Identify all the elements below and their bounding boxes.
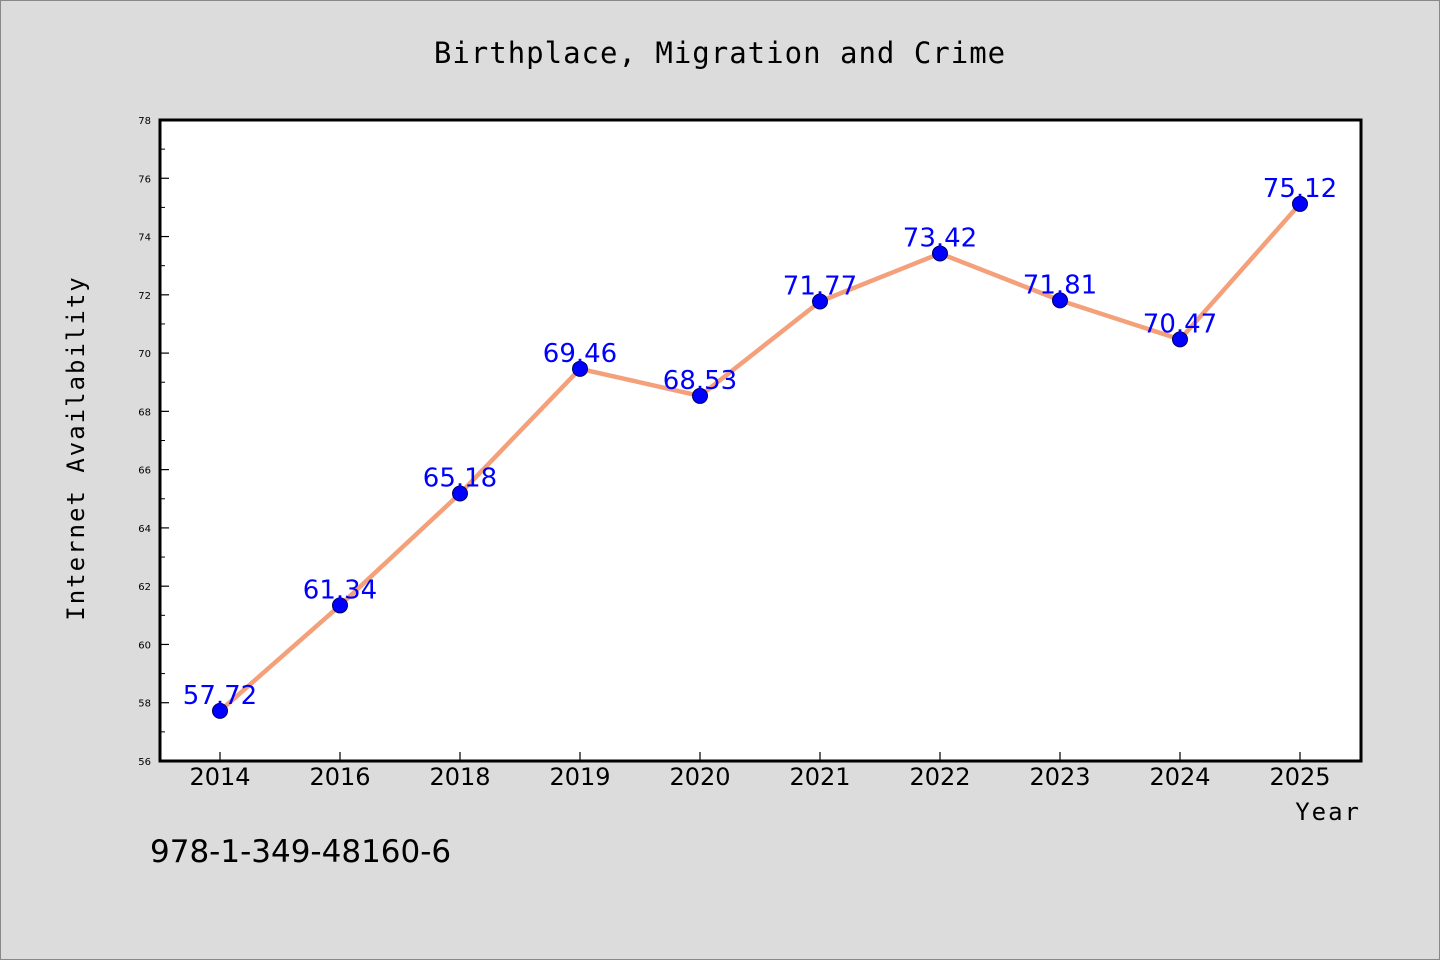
y-axis-title: Internet Availability [62,275,90,620]
data-label: 65.18 [423,464,497,494]
y-tick-label: 66 [138,466,151,477]
data-label: 70.47 [1143,309,1217,339]
data-label: 61.34 [303,575,377,605]
x-axis: 2014 2016 2018 2019 2020 2021 2022 2023 2024 2025 [189,752,1331,791]
data-label: 68.53 [663,366,737,396]
data-label: 57.72 [183,681,257,711]
x-tick-label: 2022 [909,763,970,791]
y-tick-label: 68 [138,407,151,418]
data-point [452,485,468,502]
x-tick-label: 2024 [1149,763,1210,791]
data-label: 71.81 [1023,270,1097,300]
data-point [1052,292,1068,309]
y-tick-label: 56 [138,757,151,768]
y-tick-label: 62 [138,582,151,593]
data-point [932,245,948,262]
y-tick-label: 70 [138,349,151,360]
y-tick-label: 78 [138,116,151,127]
x-tick-label: 2016 [309,763,370,791]
data-label: 69.46 [543,339,617,369]
data-point [1172,331,1188,348]
x-tick-label: 2019 [549,763,610,791]
x-tick-label: 2023 [1029,763,1090,791]
y-axis: 56 58 60 62 64 66 68 70 72 74 76 78 [138,116,169,768]
y-tick-label: 72 [138,291,151,302]
x-tick-label: 2021 [789,763,850,791]
series-line [218,202,1302,713]
x-axis-title: Year [1295,798,1361,826]
data-label: 75.12 [1263,174,1337,204]
data-label: 73.42 [903,223,977,253]
x-tick-label: 2014 [189,763,250,791]
y-tick-label: 60 [138,640,151,651]
y-tick-label: 64 [138,524,151,535]
x-tick-label: 2018 [429,763,490,791]
y-tick-label: 76 [138,174,151,185]
data-point [692,387,708,404]
y-tick-label: 58 [138,699,151,710]
data-point [572,360,588,377]
series-layer: 57.72 61.34 65.18 69.46 68.53 71.77 73.42 71.81… [183,174,1337,719]
x-tick-label: 2025 [1269,763,1330,791]
chart-title: Birthplace, Migration and Crime [434,36,1006,70]
data-point [212,702,228,719]
data-point [812,293,828,310]
data-point [1292,195,1308,212]
plot-area [158,118,1363,763]
x-tick-label: 2020 [669,763,730,791]
data-label: 71.77 [783,272,857,302]
data-point [332,597,348,614]
footer-code: 978-1-349-48160-6 [150,834,452,870]
y-tick-label: 74 [138,233,151,244]
